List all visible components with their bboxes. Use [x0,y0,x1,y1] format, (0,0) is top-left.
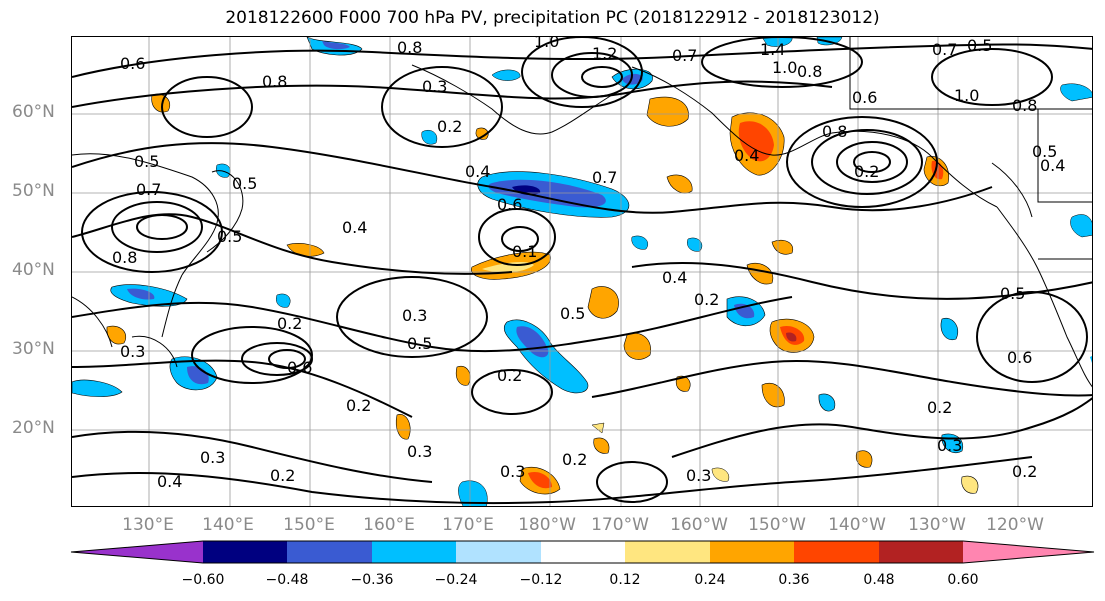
map-canvas: 0.6 0.8 0.8 0.3 1.0 1.2 0.7 1.4 1.0 0.8 … [72,37,1092,506]
lat-label: 20°N [12,418,55,438]
contour-label: 0.7 [136,180,161,199]
contour-label: 0.7 [932,40,957,59]
colorbar-tick-label: −0.60 [181,572,225,588]
lat-label: 50°N [12,181,55,201]
contour-label: 0.3 [402,306,427,325]
contour-label: 0.4 [342,218,367,237]
colorbar-tick-label: −0.36 [350,572,394,588]
lon-label: 150°W [748,515,806,535]
contour-labels: 0.6 0.8 0.8 0.3 1.0 1.2 0.7 1.4 1.0 0.8 … [112,37,1065,491]
lon-label: 130°W [908,515,966,535]
pv-contours [72,37,1092,505]
contour-label: 0.6 [852,88,877,107]
lon-label: 160°W [670,515,728,535]
colorbar-segment [625,541,710,563]
contour-label: 0.2 [277,314,302,333]
contour-label: 0.3 [937,436,962,455]
contour-label: 0.5 [967,37,992,55]
coastlines [72,37,1092,388]
contour-label: 0.3 [422,77,447,96]
colorbar-segment [203,541,287,563]
colorbar-segment [879,541,963,563]
lon-label: 140°E [202,515,254,535]
contour-label: 0.5 [1000,284,1025,303]
contour-label: 0.2 [497,366,522,385]
map-panel: 0.6 0.8 0.8 0.3 1.0 1.2 0.7 1.4 1.0 0.8 … [71,36,1093,507]
contour-label: 0.5 [1032,142,1057,161]
lon-label: 170°W [591,515,649,535]
colorbar-tick-label: 0.36 [778,572,810,588]
contour-label: 0.4 [662,268,687,287]
contour-label: 0.4 [1040,156,1065,175]
colorbar-segment [963,541,1094,563]
lat-label: 30°N [12,339,55,359]
contour-label: 0.3 [407,442,432,461]
contour-label: 0.3 [500,462,525,481]
contour-label: 0.2 [437,117,462,136]
contour-label: 0.5 [134,152,159,171]
contour-label: 0.8 [112,248,137,267]
contour-label: 0.5 [232,174,257,193]
colorbar-segment [794,541,879,563]
contour-label: 0.2 [270,466,295,485]
contour-label: 0.5 [217,227,242,246]
contour-label: 1.2 [592,44,617,63]
contour-label: 0.4 [734,146,759,165]
lon-label: 180°W [518,515,576,535]
contour-label: 0.3 [120,342,145,361]
contour-label: 0.5 [560,304,585,323]
contour-label: 0.1 [512,242,537,261]
colorbar-tick-label: −0.12 [519,572,563,588]
contour-label: 0.2 [927,398,952,417]
contour-label: 0.4 [157,472,182,491]
colorbar-outline [70,540,1095,564]
contour-label: 0.7 [592,168,617,187]
lon-label: 140°W [828,515,886,535]
lon-label: 120°W [986,515,1044,535]
colorbar-tick-label: 0.48 [863,572,895,588]
contour-label: 0.6 [287,358,312,377]
contour-label: 0.2 [694,290,719,309]
colorbar-tick-label: 0.24 [694,572,726,588]
contour-label: 0.2 [854,162,879,181]
contour-label: 0.2 [346,396,371,415]
lat-label: 60°N [12,102,55,122]
colorbar-segment [710,541,794,563]
colorbar-segment [541,541,625,563]
colorbar-segment [287,541,372,563]
lon-label: 160°E [363,515,415,535]
contour-label: 1.0 [772,58,797,77]
lon-label: 130°E [122,515,174,535]
colorbar-tick-label: 0.12 [609,572,641,588]
colorbar [70,540,1095,564]
contour-label: 0.3 [686,466,711,485]
contour-label: 0.2 [562,450,587,469]
contour-label: 0.8 [822,122,847,141]
contour-label: 1.0 [954,86,979,105]
contour-label: 0.6 [1007,348,1032,367]
contour-label: 1.4 [760,40,785,59]
contour-label: 1.0 [534,37,559,51]
contour-label: 0.8 [797,62,822,81]
contour-label: 0.8 [1012,96,1037,115]
colorbar-segment [71,541,203,563]
contour-label: 0.2 [1012,462,1037,481]
colorbar-tick-label: −0.48 [265,572,309,588]
colorbar-segment [372,541,456,563]
lon-label: 170°E [442,515,494,535]
contour-label: 0.4 [465,162,490,181]
contour-label: 0.5 [407,334,432,353]
colorbar-tick-label: −0.24 [434,572,478,588]
lat-label: 40°N [12,260,55,280]
contour-label: 0.6 [120,54,145,73]
map-title: 2018122600 F000 700 hPa PV, precipitatio… [225,8,880,28]
colorbar-segment [456,541,541,563]
contour-label: 0.6 [497,195,522,214]
contour-label: 0.8 [397,38,422,57]
contour-label: 0.3 [200,448,225,467]
contour-label: 0.8 [262,72,287,91]
lon-label: 150°E [283,515,335,535]
colorbar-tick-label: 0.60 [947,572,979,588]
contour-label: 0.7 [672,46,697,65]
